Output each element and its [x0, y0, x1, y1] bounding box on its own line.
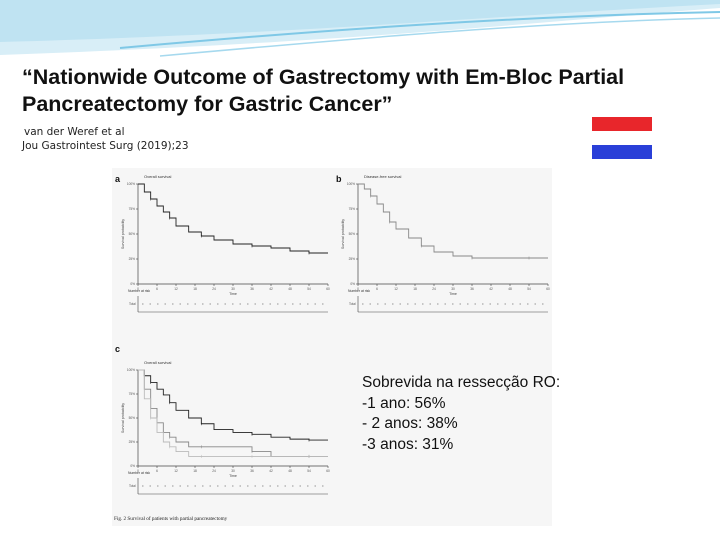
flag-blue-stripe [592, 145, 652, 159]
summary-heading: Sobrevida na ressecção RO: [362, 374, 561, 391]
y-tick-label: 25% [129, 257, 136, 261]
survival-figure: a Overall survival 0% 25% 50% 75% 100% 0 6 12 18 24… [112, 168, 552, 526]
title-line-2: Pancreatectomy for Gastric Cancer” [22, 92, 393, 116]
x-tick-label: 12 [174, 469, 178, 473]
survival-summary: Sobrevida na ressecção RO: -1 ano: 56% -… [362, 373, 560, 455]
survival-figure-svg: a Overall survival 0% 25% 50% 75% 100% 0 6 12 18 24… [114, 174, 550, 522]
y-tick-label: 0% [130, 282, 135, 286]
citation-authors: van der Weref et al [24, 126, 125, 138]
x-tick-label: 6 [156, 469, 158, 473]
x-tick-label: 60 [546, 287, 550, 291]
x-tick-label: 0 [137, 469, 139, 473]
y-tick-label: 75% [129, 207, 136, 211]
x-tick-label: 0 [137, 287, 139, 291]
citation: van der Weref et al Jou Gastrointest Sur… [22, 125, 189, 153]
x-axis-label: Time [229, 292, 237, 296]
y-tick-label: 25% [349, 257, 356, 261]
x-tick-label: 6 [156, 287, 158, 291]
x-tick-label: 6 [376, 287, 378, 291]
x-tick-label: 24 [212, 469, 216, 473]
y-tick-label: 75% [129, 392, 136, 396]
y-axis-label: Survival probability [121, 219, 125, 249]
x-tick-label: 24 [432, 287, 436, 291]
flag-red-stripe [592, 117, 652, 131]
panel-heading: Overall survival [144, 174, 171, 179]
x-tick-label: 30 [231, 287, 235, 291]
summary-line-2-years: - 2 anos: 38% [362, 415, 458, 432]
x-tick-label: 42 [269, 287, 273, 291]
slide-title: “Nationwide Outcome of Gastrectomy with … [22, 64, 712, 118]
figure-caption: Fig. 2 Survival of patients with partial… [114, 515, 228, 522]
y-tick-label: 0% [130, 464, 135, 468]
y-tick-label: 50% [129, 232, 136, 236]
panel-heading: Disease-free survival [364, 174, 401, 179]
x-tick-label: 48 [508, 287, 512, 291]
x-tick-label: 36 [250, 287, 254, 291]
risk-row-label: Total [349, 302, 356, 306]
x-tick-label: 18 [193, 287, 197, 291]
risk-row-label: Total [129, 302, 136, 306]
y-tick-label: 75% [349, 207, 356, 211]
x-tick-label: 54 [527, 287, 531, 291]
y-tick-label: 50% [129, 416, 136, 420]
x-tick-label: 24 [212, 287, 216, 291]
risk-row-label: Total [129, 484, 136, 488]
y-axis-label: Survival probability [341, 219, 345, 249]
x-tick-label: 30 [451, 287, 455, 291]
panel-letter-b: b [336, 174, 342, 184]
netherlands-flag-icon [592, 117, 652, 159]
risk-table-label: Number at risk [128, 289, 150, 293]
x-tick-label: 18 [193, 469, 197, 473]
x-tick-label: 36 [250, 469, 254, 473]
x-tick-label: 0 [357, 287, 359, 291]
title-line-1: “Nationwide Outcome of Gastrectomy with … [22, 65, 625, 89]
y-tick-label: 100% [127, 182, 135, 186]
x-axis-label: Time [229, 474, 237, 478]
summary-line-1-year: -1 ano: 56% [362, 394, 446, 412]
x-tick-label: 60 [326, 287, 330, 291]
survival-curve-series-1 [138, 369, 328, 441]
x-tick-label: 48 [288, 287, 292, 291]
panel-letter-c: c [115, 344, 120, 354]
x-tick-label: 12 [174, 287, 178, 291]
header-swoosh [0, 0, 720, 57]
summary-line-3-years: -3 anos: 31% [362, 435, 454, 453]
x-tick-label: 30 [231, 469, 235, 473]
y-tick-label: 50% [349, 232, 356, 236]
y-axis-label: Survival probability [121, 403, 125, 433]
panel-letter-a: a [115, 174, 121, 184]
y-tick-label: 100% [127, 368, 135, 372]
y-tick-label: 0% [350, 282, 355, 286]
x-tick-label: 42 [489, 287, 493, 291]
survival-curve-series-1 [138, 183, 328, 254]
x-tick-label: 54 [307, 469, 311, 473]
risk-table-label: Number at risk [348, 289, 370, 293]
y-tick-label: 100% [347, 182, 355, 186]
flag-white-stripe [592, 131, 652, 145]
x-tick-label: 54 [307, 287, 311, 291]
panel-heading: Overall survival [144, 360, 171, 365]
x-tick-label: 36 [470, 287, 474, 291]
risk-table-label: Number at risk [128, 471, 150, 475]
x-tick-label: 60 [326, 469, 330, 473]
citation-journal: Jou Gastrointest Surg (2019);23 [22, 140, 189, 152]
x-tick-label: 18 [413, 287, 417, 291]
x-axis-label: Time [449, 292, 457, 296]
y-tick-label: 25% [129, 440, 136, 444]
survival-curve-series-3 [138, 369, 328, 457]
x-tick-label: 12 [394, 287, 398, 291]
x-tick-label: 42 [269, 469, 273, 473]
survival-curve-series-1 [358, 183, 548, 259]
x-tick-label: 48 [288, 469, 292, 473]
survival-curve-series-2 [138, 369, 328, 457]
